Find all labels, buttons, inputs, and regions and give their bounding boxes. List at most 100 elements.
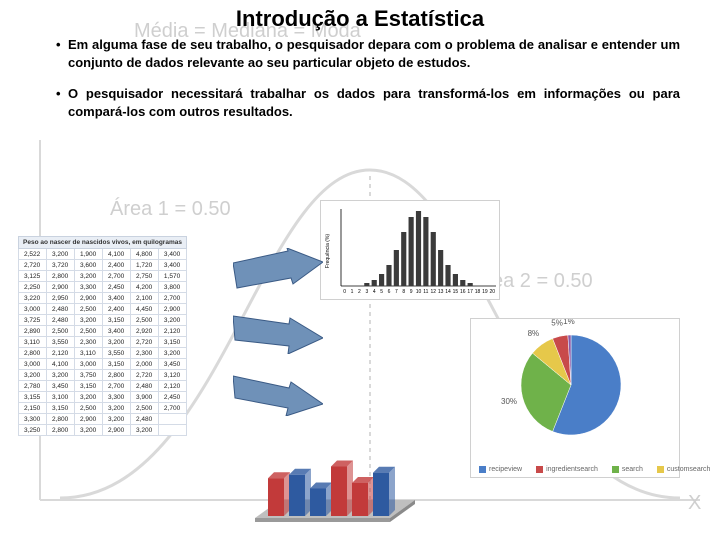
- table-cell: 3,200: [102, 337, 130, 348]
- pie-slice-label: 30%: [501, 397, 517, 406]
- histogram-tick: 6: [388, 289, 391, 295]
- table-cell: 3,300: [102, 392, 130, 403]
- table-cell: 3,150: [102, 359, 130, 370]
- histogram-tick: 14: [445, 289, 451, 295]
- table-cell: 3,600: [74, 260, 102, 271]
- table-cell: 2,480: [46, 315, 74, 326]
- histogram-bar: [453, 274, 458, 286]
- table-cell: [158, 425, 186, 436]
- histogram-tick: 1: [351, 289, 354, 295]
- pie-legend-item: customsearch: [657, 466, 711, 473]
- table-cell: 2,920: [130, 326, 158, 337]
- table-cell: 2,480: [130, 414, 158, 425]
- histogram-bar: [401, 232, 406, 286]
- histogram-bar: [386, 265, 391, 286]
- table-cell: 2,700: [102, 271, 130, 282]
- table-cell: 3,450: [46, 381, 74, 392]
- table-cell: 3,220: [19, 293, 47, 304]
- pie-legend-item: ingredientsearch: [536, 466, 598, 473]
- table-cell: 2,720: [19, 260, 47, 271]
- histogram-bar: [379, 274, 384, 286]
- bar3d-front: [268, 478, 284, 516]
- table-cell: 3,550: [102, 348, 130, 359]
- pie-legend-item: search: [612, 466, 643, 473]
- table-cell: 3,125: [19, 271, 47, 282]
- table-cell: 2,900: [74, 293, 102, 304]
- legend-swatch: [479, 466, 486, 473]
- table-cell: 3,200: [102, 403, 130, 414]
- histogram-tick: 15: [453, 289, 459, 295]
- table-cell: 3,400: [102, 326, 130, 337]
- histogram-tick: 0: [343, 289, 346, 295]
- table-cell: 1,570: [158, 271, 186, 282]
- arrow-to-pie: [233, 374, 323, 416]
- table-cell: 2,450: [102, 282, 130, 293]
- table-row: 3,1103,5502,3003,2002,7203,150: [19, 337, 187, 348]
- watermark-area1: Área 1 = 0.50: [110, 198, 231, 221]
- pie-slice-label: 8%: [528, 329, 540, 338]
- table-row: 3,1553,1003,2003,3003,9002,450: [19, 392, 187, 403]
- histogram-tick: 11: [423, 289, 428, 295]
- pie-chart: 30%8%5%1% recipeviewingredientsearchsear…: [470, 318, 680, 478]
- table-row: 3,0002,4802,5002,4004,4502,900: [19, 304, 187, 315]
- table-cell: 2,800: [102, 370, 130, 381]
- histogram-bar: [460, 280, 465, 286]
- table-cell: 2,450: [158, 392, 186, 403]
- bar3d-front: [352, 483, 368, 516]
- table-cell: 3,200: [74, 315, 102, 326]
- table-cell: 3,000: [74, 359, 102, 370]
- table-cell: 3,000: [19, 359, 47, 370]
- table-row: 3,1252,8003,2002,7002,7501,570: [19, 271, 187, 282]
- table-cell: 2,400: [102, 304, 130, 315]
- table-cell: 3,155: [19, 392, 47, 403]
- table-row: 2,1503,1502,5003,2002,5002,700: [19, 403, 187, 414]
- table-cell: 2,900: [102, 425, 130, 436]
- histogram-tick: 19: [482, 289, 488, 295]
- histogram-tick: 2: [358, 289, 361, 295]
- table-cell: 2,700: [102, 381, 130, 392]
- table-row: 3,7252,4803,2003,1502,5003,200: [19, 315, 187, 326]
- table-cell: 3,720: [46, 260, 74, 271]
- table-cell: 2,700: [158, 293, 186, 304]
- table-cell: 2,720: [130, 337, 158, 348]
- histogram-tick: 13: [438, 289, 444, 295]
- table-cell: 2,900: [158, 304, 186, 315]
- table-cell: 3,150: [158, 337, 186, 348]
- table-cell: 3,150: [46, 403, 74, 414]
- table-row: 3,2202,9502,9003,4002,1002,700: [19, 293, 187, 304]
- table-cell: 3,200: [74, 271, 102, 282]
- histogram-bar: [409, 217, 414, 286]
- table-cell: 2,950: [46, 293, 74, 304]
- bullet-list: Em alguma fase de seu trabalho, o pesqui…: [56, 36, 680, 134]
- bar3d-front: [373, 473, 389, 516]
- histogram-bar: [468, 283, 473, 286]
- table-cell: 3,200: [130, 425, 158, 436]
- table-cell: 2,120: [46, 348, 74, 359]
- histogram-tick: 4: [373, 289, 376, 295]
- bar3d-front: [289, 475, 305, 516]
- histogram-bar: [431, 232, 436, 286]
- table-cell: 3,120: [158, 370, 186, 381]
- table-cell: 2,522: [19, 249, 47, 260]
- table-cell: 2,800: [19, 348, 47, 359]
- pie-slice-label: 5%: [551, 319, 563, 328]
- histogram-bar: [372, 280, 377, 286]
- table-cell: 1,720: [130, 260, 158, 271]
- table-header: Peso ao nascer de nascidos vivos, em qui…: [19, 237, 187, 249]
- table-cell: 3,200: [158, 348, 186, 359]
- legend-label: search: [622, 466, 643, 473]
- bullet-2: O pesquisador necessitará trabalhar os d…: [56, 85, 680, 120]
- histogram-tick: 20: [490, 289, 496, 295]
- table-cell: 3,150: [102, 315, 130, 326]
- bar3d-side: [389, 467, 395, 516]
- table-cell: 2,780: [19, 381, 47, 392]
- table-cell: 2,800: [46, 425, 74, 436]
- histogram-ylabel: Frequência (%): [325, 234, 331, 269]
- table-cell: 4,800: [130, 249, 158, 260]
- table-cell: 2,300: [130, 348, 158, 359]
- table-cell: 3,800: [158, 282, 186, 293]
- birthweight-table: Peso ao nascer de nascidos vivos, em qui…: [18, 236, 187, 436]
- table-row: 2,7803,4503,1502,7002,4802,120: [19, 381, 187, 392]
- table-cell: 2,300: [74, 337, 102, 348]
- pie-slice-label: 1%: [563, 319, 575, 326]
